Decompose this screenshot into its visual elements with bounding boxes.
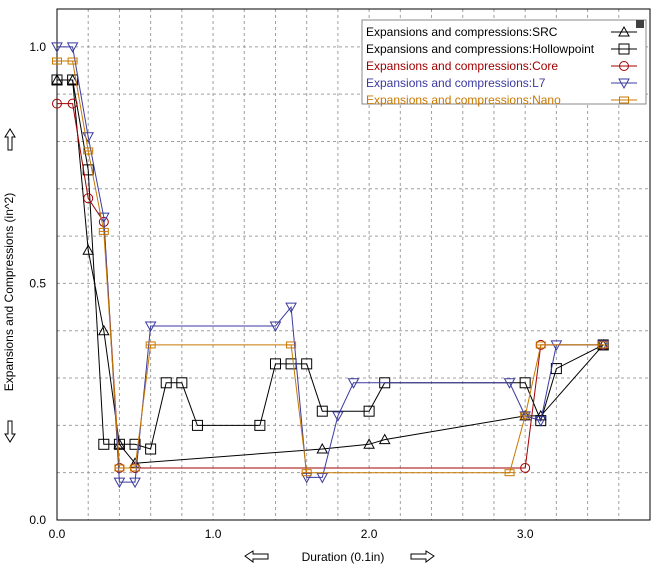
data-point xyxy=(269,321,282,333)
data-point xyxy=(504,469,515,477)
data-point xyxy=(619,96,629,104)
data-point xyxy=(113,477,126,489)
data-point xyxy=(316,472,329,484)
data-point xyxy=(191,419,203,431)
legend-box xyxy=(361,19,647,105)
legend-entry: Expansions and compressions:L7 xyxy=(366,76,637,90)
legend-label: Expansions and compressions:SRC xyxy=(366,25,558,39)
data-point xyxy=(67,98,78,109)
data-point xyxy=(67,74,79,86)
data-point xyxy=(519,377,531,389)
y-tick-label: 0.0 xyxy=(29,513,46,527)
data-point xyxy=(520,412,531,420)
data-point xyxy=(51,74,63,86)
series-5 xyxy=(52,57,609,477)
x-axis-title: Duration (0.1in) xyxy=(302,550,385,564)
data-point xyxy=(550,340,563,351)
y-axis-title: Expansions and Compressions (in^2) xyxy=(2,193,16,391)
data-point xyxy=(534,416,547,427)
data-point xyxy=(285,302,297,314)
legend-entry: Expansions and compressions:SRC xyxy=(366,25,637,39)
data-point xyxy=(113,438,125,450)
legend: Expansions and compressions:SRC Expansion… xyxy=(361,19,647,107)
data-point xyxy=(114,464,125,472)
data-point xyxy=(51,73,63,85)
y-tick-label: 1.0 xyxy=(29,40,46,54)
y-tick-label: 0.5 xyxy=(29,276,46,290)
data-point xyxy=(98,227,109,235)
x-tick-label: 0.0 xyxy=(49,527,66,541)
series-layer xyxy=(51,42,610,489)
down-arrow-icon[interactable] xyxy=(4,420,16,443)
data-point xyxy=(598,341,609,349)
data-point xyxy=(520,462,531,473)
legend-entry: Expansions and compressions:Hollowpoint xyxy=(366,42,637,56)
legend-label: Expansions and compressions:Nano xyxy=(366,93,561,107)
data-point xyxy=(67,57,78,65)
data-point xyxy=(83,147,94,155)
tick-labels: 0.0 1.0 2.0 3.0 0.0 0.5 1.0 xyxy=(29,40,534,541)
x-tick-label: 1.0 xyxy=(205,527,222,541)
up-arrow-icon[interactable] xyxy=(4,128,16,151)
data-point xyxy=(176,377,188,389)
legend-entry: Expansions and compressions:Core xyxy=(366,59,637,73)
plot-frame xyxy=(56,8,651,521)
data-point xyxy=(618,43,630,55)
data-point xyxy=(52,57,62,65)
data-point xyxy=(145,443,157,455)
data-point xyxy=(378,433,391,445)
legend-label: Expansions and compressions:Core xyxy=(366,59,558,73)
legend-label: Expansions and compressions:Hollowpoint xyxy=(366,42,595,56)
data-point xyxy=(301,358,313,370)
data-point xyxy=(82,244,95,255)
data-point xyxy=(300,472,313,484)
data-point xyxy=(129,438,141,450)
data-point xyxy=(254,419,266,431)
data-point xyxy=(619,61,629,71)
data-point xyxy=(145,341,156,349)
data-point xyxy=(332,411,344,422)
data-point xyxy=(363,438,375,449)
data-point xyxy=(66,42,79,53)
data-point xyxy=(129,477,141,489)
legend-entry: Expansions and compressions:Nano xyxy=(366,93,637,107)
data-point xyxy=(52,98,62,109)
left-arrow-icon[interactable] xyxy=(244,550,269,563)
data-point xyxy=(316,405,328,417)
data-point xyxy=(83,193,94,204)
data-point xyxy=(316,442,329,454)
resize-grip-icon[interactable] xyxy=(636,20,644,28)
data-point xyxy=(66,73,79,85)
right-arrow-icon[interactable] xyxy=(410,550,435,563)
data-point xyxy=(269,358,281,370)
data-point xyxy=(363,405,375,417)
data-point xyxy=(144,321,157,333)
data-point xyxy=(301,469,312,477)
data-point xyxy=(347,378,360,389)
x-tick-label: 2.0 xyxy=(361,527,378,541)
data-point xyxy=(97,324,110,336)
data-point xyxy=(160,377,172,389)
legend-label: Expansions and compressions:L7 xyxy=(366,76,546,90)
data-point xyxy=(286,341,297,349)
data-point xyxy=(535,341,546,349)
data-point xyxy=(51,42,63,53)
series-2 xyxy=(51,74,609,455)
data-point xyxy=(130,464,141,472)
data-point xyxy=(98,438,110,450)
data-point xyxy=(618,78,630,90)
data-point xyxy=(618,25,630,37)
data-point xyxy=(503,378,516,389)
x-tick-label: 3.0 xyxy=(517,527,534,541)
